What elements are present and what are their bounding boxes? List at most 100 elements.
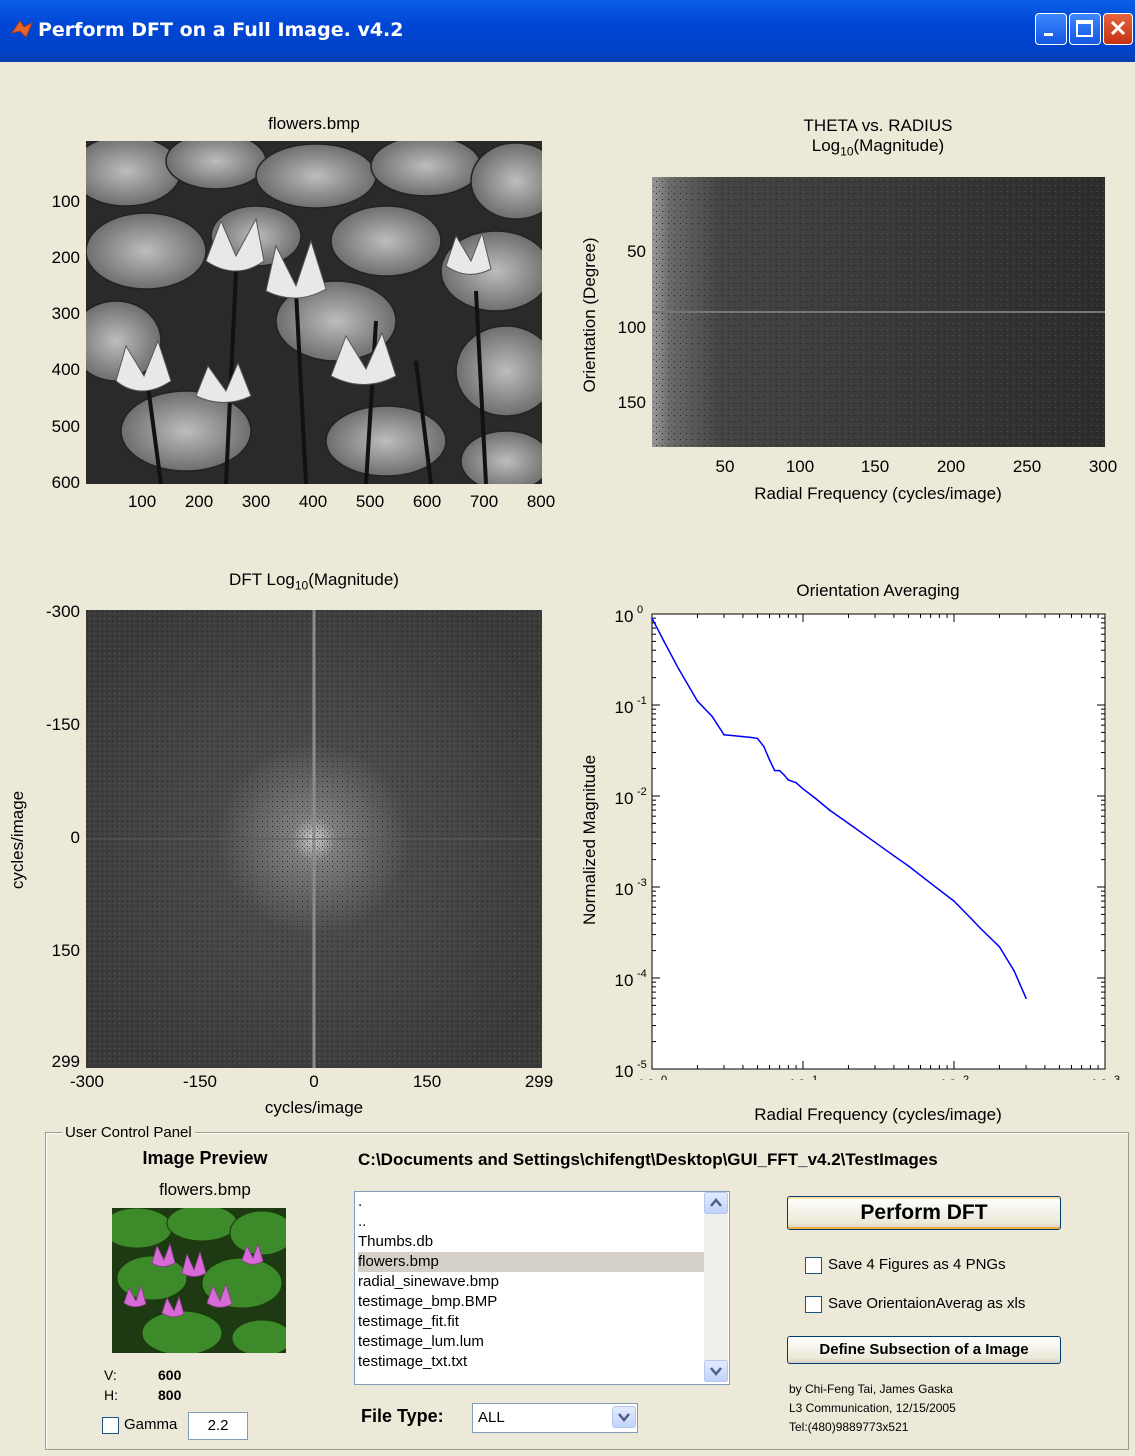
x-tick-exponent: 1 [812, 1074, 818, 1080]
data-point [749, 736, 752, 739]
dropdown-button[interactable] [612, 1406, 636, 1428]
orientation-x-label: Radial Frequency (cycles/image) [754, 1105, 1002, 1124]
data-point [696, 700, 699, 703]
data-point [795, 781, 797, 784]
y-tick-exponent: -1 [637, 695, 647, 707]
y-tick: 50 [627, 242, 646, 261]
list-item[interactable]: testimage_fit.fit [358, 1313, 459, 1330]
y-tick-exponent: -2 [637, 786, 647, 798]
theta-plot-title: THETA vs. RADIUS [803, 116, 953, 135]
gamma-checkbox[interactable] [102, 1417, 119, 1434]
scroll-down-button[interactable] [704, 1360, 728, 1382]
orientation-averaging-chart: 10010110210310010-110-210-310-410-5 [615, 604, 1121, 1080]
close-button[interactable] [1103, 13, 1133, 45]
maximize-button[interactable] [1069, 13, 1101, 45]
list-item[interactable]: radial_sinewave.bmp [358, 1273, 499, 1290]
y-tick-exponent: -5 [637, 1059, 647, 1071]
close-icon [1110, 20, 1126, 36]
list-item[interactable]: . [358, 1193, 363, 1210]
image-plot-title: flowers.bmp [268, 114, 360, 133]
save-pngs-checkbox[interactable] [805, 1257, 822, 1274]
data-point [907, 865, 910, 867]
data-point [783, 774, 785, 776]
data-point [953, 900, 955, 902]
list-item[interactable]: Thumbs.db [358, 1233, 434, 1250]
y-tick: 300 [51, 304, 80, 323]
data-point [711, 715, 713, 718]
x-tick-label: 10 [939, 1076, 958, 1080]
x-tick: 200 [184, 492, 214, 511]
perform-dft-button[interactable]: Perform DFT [787, 1196, 1061, 1230]
x-tick: 150 [860, 457, 890, 476]
save-xls-label: Save OrientaionAverag as xls [828, 1295, 1026, 1312]
data-point [979, 927, 982, 930]
data-point [651, 617, 653, 619]
data-point [778, 769, 781, 772]
file-type-select[interactable]: ALL [472, 1403, 638, 1433]
y-tick: 100 [617, 318, 646, 337]
y-tick-label: 10 [615, 789, 634, 808]
data-point [929, 882, 932, 885]
x-tick: 800 [526, 492, 556, 511]
dft-magnitude-map [86, 610, 542, 1068]
minimize-button[interactable] [1035, 13, 1067, 45]
y-tick: 600 [51, 473, 80, 492]
h-label: H: [104, 1387, 118, 1403]
theta-plot-subtitle: Log10(Magnitude) [811, 136, 945, 159]
list-item[interactable]: testimage_lum.lum [358, 1333, 484, 1350]
y-tick-exponent: 0 [637, 604, 643, 616]
list-item[interactable]: testimage_bmp.BMP [358, 1293, 498, 1310]
define-subsection-button[interactable]: Define Subsection of a Image [787, 1336, 1061, 1364]
minimize-icon [1044, 33, 1053, 36]
data-point [773, 769, 776, 772]
window-title: Perform DFT on a Full Image. v4.2 [38, 19, 404, 41]
x-tick: 100 [785, 457, 815, 476]
v-value: 600 [158, 1367, 182, 1383]
x-tick: 100 [127, 492, 157, 511]
list-item[interactable]: .. [358, 1213, 367, 1230]
data-point [742, 735, 744, 738]
save-xls-checkbox[interactable] [805, 1296, 822, 1313]
y-tick: 400 [51, 360, 80, 379]
file-type-label: File Type: [361, 1406, 444, 1426]
list-item-selected[interactable]: flowers.bmp [358, 1252, 704, 1272]
scroll-up-button[interactable] [704, 1192, 728, 1214]
x-tick-label: 10 [788, 1076, 807, 1080]
gamma-input[interactable]: 2.2 [188, 1412, 248, 1440]
list-item[interactable]: testimage_txt.txt [358, 1353, 468, 1370]
y-tick: 150 [617, 393, 646, 412]
credit-authors: by Chi-Feng Tai, James Gaska [789, 1382, 953, 1396]
maximize-icon [1076, 20, 1093, 37]
dft-plot-title: DFT Log10(Magnitude) [229, 570, 399, 593]
y-tick-label: 10 [615, 971, 634, 990]
v-label: V: [104, 1367, 117, 1383]
x-tick: 299 [524, 1072, 554, 1091]
x-tick-exponent: 0 [661, 1074, 667, 1080]
x-tick-exponent: 3 [1114, 1074, 1120, 1080]
plot-area [651, 613, 1106, 1070]
save-pngs-label: Save 4 Figures as 4 PNGs [828, 1256, 1006, 1273]
y-tick-label: 10 [615, 607, 634, 626]
x-tick-exponent: 2 [963, 1074, 969, 1080]
y-tick: -300 [45, 602, 80, 621]
list-scrollbar[interactable] [704, 1192, 728, 1382]
orientation-chart-title: Orientation Averaging [796, 581, 960, 600]
x-tick: 50 [715, 457, 735, 476]
flowers-grayscale-image [86, 141, 542, 484]
y-tick: 500 [51, 417, 80, 436]
credit-phone: Tel:(480)9889773x521 [789, 1420, 909, 1434]
file-listbox[interactable]: . .. Thumbs.db flowers.bmp radial_sinewa… [354, 1191, 730, 1385]
data-point [787, 779, 790, 781]
data-point [1013, 969, 1015, 972]
x-tick: 300 [1088, 457, 1118, 476]
x-tick: 400 [298, 492, 328, 511]
y-tick: 0 [70, 828, 80, 847]
data-point [756, 737, 759, 740]
x-tick: -150 [182, 1072, 218, 1091]
y-tick-label: 10 [615, 1062, 634, 1080]
y-tick: 150 [51, 941, 80, 960]
data-point [893, 855, 895, 857]
data-point [723, 734, 725, 736]
x-tick: 500 [355, 492, 385, 511]
data-point [847, 822, 850, 825]
